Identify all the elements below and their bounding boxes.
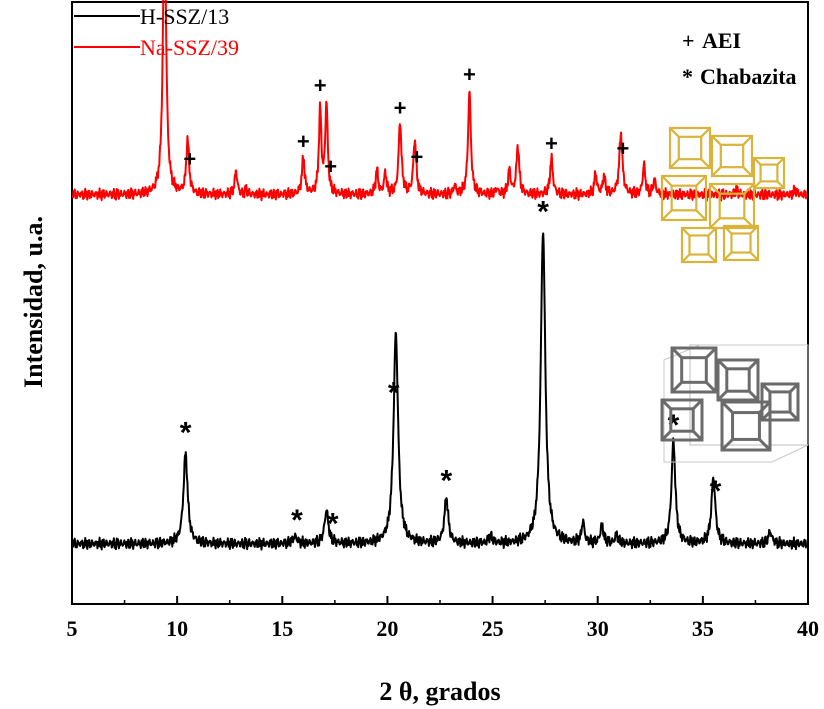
aei-peak-marker: +: [324, 154, 337, 179]
chabazita-peak-marker: *: [327, 508, 339, 541]
chabazite-framework-structure: [660, 344, 809, 463]
aei-peak-marker: +: [463, 62, 476, 87]
x-tick-label: 30: [587, 616, 609, 641]
peak-marker-layer: ++++++++++********: [180, 62, 722, 541]
chabazita-peak-marker: *: [291, 504, 303, 537]
chabazita-peak-marker: *: [537, 195, 549, 228]
series-line-na-ssz39: [72, 0, 808, 202]
series-line-h-ssz13: [72, 232, 808, 551]
x-tick-label: 20: [376, 616, 398, 641]
aei-peak-marker: +: [410, 144, 423, 169]
x-tick-label: 15: [271, 616, 293, 641]
x-axis-title: 2 θ, grados: [379, 677, 500, 706]
x-tick-label: 35: [692, 616, 714, 641]
marker-legend: + AEI * Chabazita: [682, 28, 797, 89]
aei-peak-marker: +: [297, 129, 310, 154]
marker-legend-label-chabazita: Chabazita: [700, 64, 797, 89]
x-tick-label: 40: [797, 616, 819, 641]
chabazita-peak-marker: *: [710, 475, 722, 508]
chabazita-peak-marker: *: [388, 376, 400, 409]
aei-peak-marker: +: [394, 96, 407, 121]
legend-label-na-ssz39: Na-SSZ/39: [140, 35, 239, 60]
chabazita-peak-marker: *: [440, 464, 452, 497]
legend-label-h-ssz13: H-SSZ/13: [140, 4, 229, 29]
series-layer: [72, 0, 808, 551]
marker-legend-symbol-aei: +: [682, 28, 695, 53]
marker-legend-symbol-chabazita: *: [682, 64, 693, 89]
x-tick-label: 5: [67, 616, 78, 641]
aei-peak-marker: +: [545, 131, 558, 156]
aei-framework-structure: [660, 126, 786, 264]
series-legend: H-SSZ/13 Na-SSZ/39: [74, 4, 239, 60]
marker-legend-label-aei: AEI: [702, 28, 741, 53]
x-axis-ticks: 5 10 15 20 25 30 35 40: [67, 596, 819, 641]
aei-peak-marker: +: [183, 147, 196, 172]
x-tick-label: 25: [482, 616, 504, 641]
aei-peak-marker: +: [617, 136, 630, 161]
chabazita-peak-marker: *: [180, 417, 192, 450]
aei-peak-marker: +: [314, 73, 327, 98]
y-axis-title: Intensidad, u.a.: [19, 216, 48, 388]
x-tick-label: 10: [166, 616, 188, 641]
